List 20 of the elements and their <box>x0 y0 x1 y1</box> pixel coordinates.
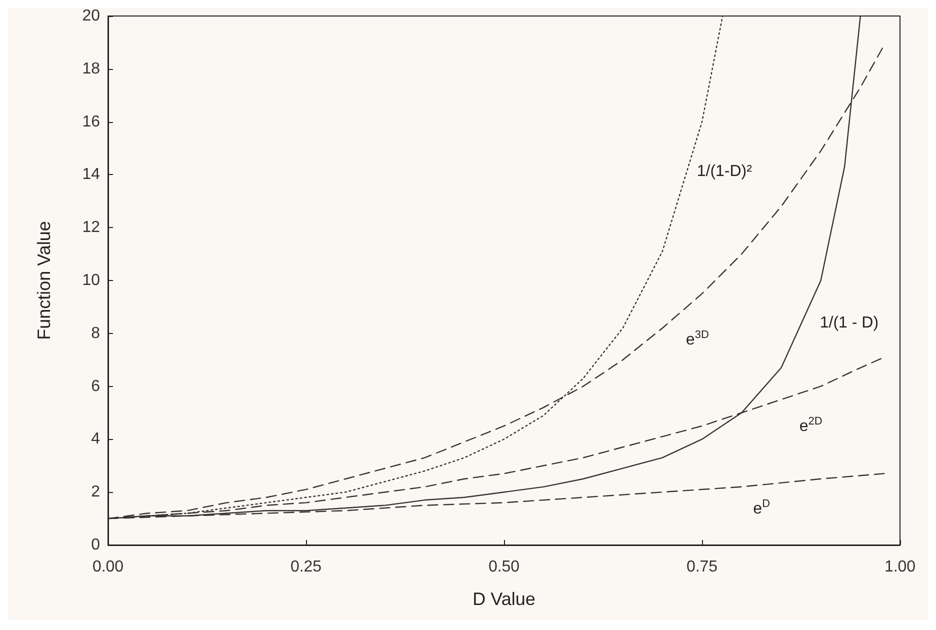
y-tick-label: 16 <box>82 113 100 130</box>
y-tick-label: 2 <box>91 484 100 501</box>
y-tick-label: 18 <box>82 60 100 78</box>
y-axis-title: Function Value <box>34 221 54 340</box>
y-tick-label: 6 <box>91 378 100 395</box>
y-tick-label: 8 <box>91 324 100 342</box>
x-tick-label: 1.00 <box>884 558 916 576</box>
x-tick-label: 0.25 <box>290 558 322 576</box>
y-tick-label: 10 <box>82 272 100 289</box>
y-tick-label: 12 <box>82 219 100 236</box>
x-tick-label: 0.50 <box>488 558 520 576</box>
x-tick-label: 0.00 <box>92 558 124 576</box>
y-tick-label: 4 <box>91 430 100 448</box>
x-tick-label: 0.75 <box>686 558 718 576</box>
y-tick-label: 0 <box>91 536 100 554</box>
series-label: 1/(1 - D) <box>820 314 879 332</box>
y-tick-label: 20 <box>82 8 100 24</box>
x-axis-title: D Value <box>472 589 536 609</box>
y-tick-label: 14 <box>82 166 100 184</box>
series-label: 1/(1-D)² <box>696 162 753 180</box>
